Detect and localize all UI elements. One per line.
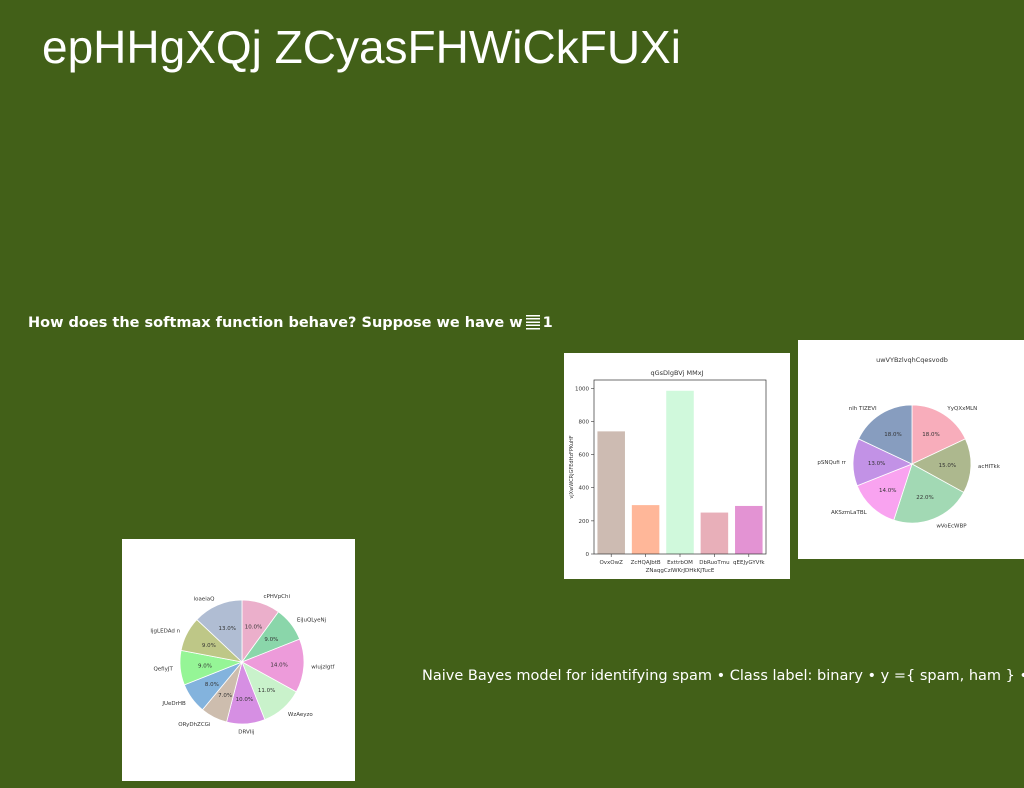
slice-percent-label: 14.0% — [270, 662, 287, 668]
x-tick-label: qEEJyGYVfk — [733, 560, 765, 566]
pie-slice-nlh TIZEVI — [858, 404, 913, 465]
slice-label: JUeDrHB — [161, 701, 186, 707]
slice-percent-label: 13.0% — [868, 461, 885, 467]
slide-title: epHHgXQj ZCyasFHWiCkFUXi — [42, 21, 681, 73]
slice-percent-label: 10.0% — [245, 625, 262, 631]
y-tick-label: 400 — [579, 486, 590, 492]
equation-glyph-icon — [525, 315, 540, 331]
y-tick-label: 0 — [586, 552, 590, 558]
slice-percent-label: 8.0% — [205, 682, 219, 688]
bar-DbRuoTmu — [700, 512, 729, 554]
slice-percent-label: 9.0% — [202, 643, 216, 649]
bar-chart-card: qGsDlgBVj MMxJ 0 200 400 600 800 1000 OvxOwZ ZcH… — [564, 353, 790, 579]
naive-bayes-note: Naive Bayes model for identifying spam •… — [422, 668, 1024, 684]
y-tick-label: 1000 — [575, 386, 589, 392]
x-tick-label: OvxOwZ — [599, 560, 623, 566]
slice-label: wVoEcWBP — [936, 523, 967, 529]
bar-ExttrbOM — [666, 390, 694, 554]
plot-frame — [593, 379, 767, 555]
x-tick-label: ZcHQAJbtB — [631, 560, 661, 566]
slice-label: IjgLEDAd n — [150, 628, 180, 634]
slice-label: EiJuQLyeNj — [297, 617, 327, 623]
slice-label: acHITkk — [978, 464, 1001, 470]
slice-label: cPHVpChi — [263, 594, 290, 600]
slice-label: AKSzmLaTBL — [831, 510, 868, 516]
pie-slice-acHITkk — [911, 438, 972, 493]
slice-percent-label: 11.0% — [258, 688, 275, 694]
slice-label: QefiyJT — [153, 667, 173, 673]
pie-chart-1: uwVYBzlvqhCqesvodb 18.0% YyQXxMLN 15.0% acHI… — [817, 356, 1001, 529]
slice-percent-label: 15.0% — [939, 463, 956, 469]
question-suffix: 1 — [542, 315, 553, 331]
slice-percent-label: 18.0% — [922, 432, 939, 438]
pie-slice-loaeiaQ — [196, 599, 243, 663]
bar-qEEJyGYVfk — [735, 505, 763, 554]
slice-percent-label: 18.0% — [884, 432, 901, 438]
x-tick-label: DbRuoTmu — [699, 560, 729, 566]
slice-percent-label: 9.0% — [198, 664, 212, 670]
slice-percent-label: 13.0% — [218, 626, 235, 632]
chart-title: qGsDlgBVj MMxJ — [650, 369, 703, 377]
pie-chart-2: 10.0% cPHVpChi 9.0% EiJuQLyeNj 14.0% wlujzIgt… — [150, 594, 335, 735]
x-tick-label: ExttrbOM — [667, 560, 693, 566]
slice-label: pSNQufi rr — [817, 460, 846, 466]
slice-label: ORyDhZCGi — [178, 722, 211, 728]
y-axis-label: vjXwWCRjGFEdHzFPKuHF — [569, 435, 575, 498]
question-text: How does the softmax function behave? Su… — [28, 315, 523, 331]
slice-percent-label: 7.0% — [218, 693, 232, 699]
slice-label: WzAeyzo — [288, 712, 314, 718]
y-tick-label: 600 — [579, 453, 590, 459]
x-axis-label: ZNaqgCzlWKrJDHkKJTucE — [646, 568, 715, 574]
slice-label: loaeiaQ — [194, 596, 216, 602]
pie-chart-card-1: uwVYBzlvqhCqesvodb 18.0% YyQXxMLN 15.0% acHI… — [798, 340, 1024, 559]
slice-label: wlujzIgtf — [311, 664, 335, 670]
chart-title: uwVYBzlvqhCqesvodb — [876, 356, 948, 364]
slice-percent-label: 10.0% — [236, 697, 253, 703]
pie-slice-AKSzmLaTBL — [856, 463, 913, 521]
bar-OvxOwZ — [597, 431, 625, 554]
pie-slice-YyQXxMLN — [911, 404, 966, 465]
slice-label: nlh TIZEVI — [849, 406, 877, 412]
slice-percent-label: 14.0% — [879, 488, 896, 494]
pie-slice-wVoEcWBP — [893, 463, 965, 524]
slice-percent-label: 9.0% — [264, 637, 278, 643]
slice-label: YyQXxMLN — [946, 406, 977, 412]
y-tick-label: 200 — [579, 519, 590, 525]
pie-slice-wlujzIgtf — [241, 638, 305, 693]
bar-ZcHQAJbtB — [631, 505, 660, 554]
y-tick-label: 800 — [579, 419, 590, 425]
slice-percent-label: 22.0% — [916, 495, 933, 501]
slice-label: DRVIij — [238, 729, 255, 735]
pie-chart-card-2: 10.0% cPHVpChi 9.0% EiJuQLyeNj 14.0% wlujzIgt… — [122, 539, 355, 781]
question-text-block: How does the softmax function behave? Su… — [28, 315, 553, 331]
bar-chart: qGsDlgBVj MMxJ 0 200 400 600 800 1000 OvxOwZ ZcH… — [569, 369, 767, 574]
